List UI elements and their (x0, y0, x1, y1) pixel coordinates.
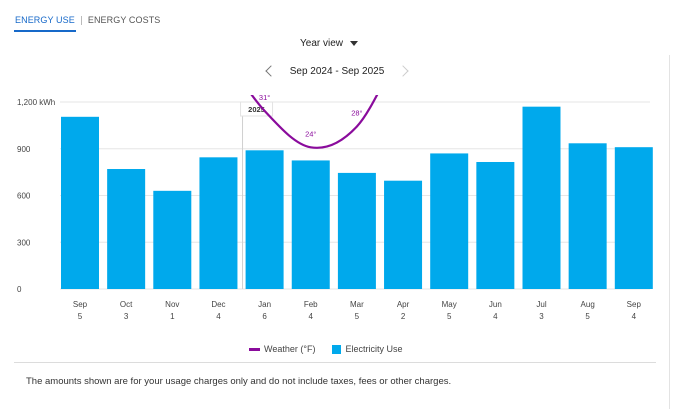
electricity-bar (199, 157, 238, 289)
electricity-bar (61, 116, 99, 289)
electricity-bar (107, 169, 146, 289)
tab-bar: ENERGY USE ENERGY COSTS (14, 15, 161, 33)
temperature-label: 31° (259, 95, 270, 102)
weather-legend-label: Weather (°F) (264, 344, 316, 354)
x-tick-month: Aug (581, 300, 595, 309)
x-tick-month: Mar (350, 300, 364, 309)
electricity-bar (153, 190, 192, 289)
period-navigator: Sep 2024 - Sep 2025 (262, 63, 412, 79)
x-tick-day: 4 (309, 312, 314, 321)
x-tick-month: Jul (536, 300, 546, 309)
caret-down-icon (350, 41, 358, 46)
temperature-label: 24° (305, 129, 316, 138)
view-dropdown[interactable]: Year view (300, 38, 358, 49)
x-tick-day: 1 (170, 312, 175, 321)
x-tick-day: 4 (493, 312, 498, 321)
x-tick-month: Sep (627, 300, 642, 309)
y-tick-label: 0 (17, 285, 22, 294)
electricity-bar (384, 180, 423, 289)
chart-legend: Weather (°F) Electricity Use (249, 344, 402, 354)
x-tick-day: 5 (585, 312, 590, 321)
x-tick-day: 3 (124, 312, 129, 321)
x-tick-month: Dec (211, 300, 225, 309)
electricity-legend-swatch (332, 344, 342, 354)
y-tick-label: 1,200 kWh (17, 98, 55, 107)
x-tick-day: 5 (78, 312, 83, 321)
temperature-label: 28° (351, 109, 362, 118)
x-tick-day: 5 (447, 312, 452, 321)
tab-energy-costs[interactable]: ENERGY COSTS (87, 15, 161, 25)
x-tick-month: Apr (397, 300, 410, 309)
x-tick-month: May (442, 300, 457, 309)
x-tick-month: Sep (73, 300, 88, 309)
panel-divider (669, 55, 670, 409)
tab-energy-use[interactable]: ENERGY USE (14, 15, 76, 32)
electricity-bar (291, 160, 330, 289)
x-tick-day: 2 (401, 312, 406, 321)
footer-divider (14, 362, 656, 363)
year-marker-label: 2025 (248, 105, 265, 114)
electricity-bar (430, 153, 469, 289)
view-dropdown-label: Year view (300, 38, 343, 49)
chevron-right-icon[interactable] (397, 63, 412, 79)
charges-footnote: The amounts shown are for your usage cha… (26, 376, 452, 387)
y-tick-label: 300 (17, 238, 31, 247)
x-tick-month: Jan (258, 300, 271, 309)
x-tick-month: Feb (304, 300, 318, 309)
x-tick-month: Nov (165, 300, 179, 309)
weather-line (250, 95, 379, 149)
electricity-bar (522, 106, 561, 289)
electricity-bar (245, 150, 284, 289)
y-tick-label: 600 (17, 192, 31, 201)
period-label: Sep 2024 - Sep 2025 (289, 65, 385, 77)
x-tick-month: Oct (120, 300, 133, 309)
x-tick-day: 5 (355, 312, 360, 321)
tab-separator (80, 16, 82, 25)
electricity-bar (337, 172, 376, 289)
electricity-bar (614, 147, 653, 289)
weather-legend-swatch (249, 347, 260, 351)
x-tick-day: 4 (216, 312, 221, 321)
x-tick-day: 3 (539, 312, 544, 321)
chevron-left-icon[interactable] (262, 63, 277, 79)
electricity-bar (568, 143, 607, 289)
x-tick-day: 4 (632, 312, 637, 321)
x-tick-month: Jun (489, 300, 502, 309)
electricity-legend-label: Electricity Use (345, 344, 403, 354)
x-tick-day: 6 (262, 312, 267, 321)
y-tick-label: 900 (17, 145, 31, 154)
electricity-bar (476, 161, 515, 289)
